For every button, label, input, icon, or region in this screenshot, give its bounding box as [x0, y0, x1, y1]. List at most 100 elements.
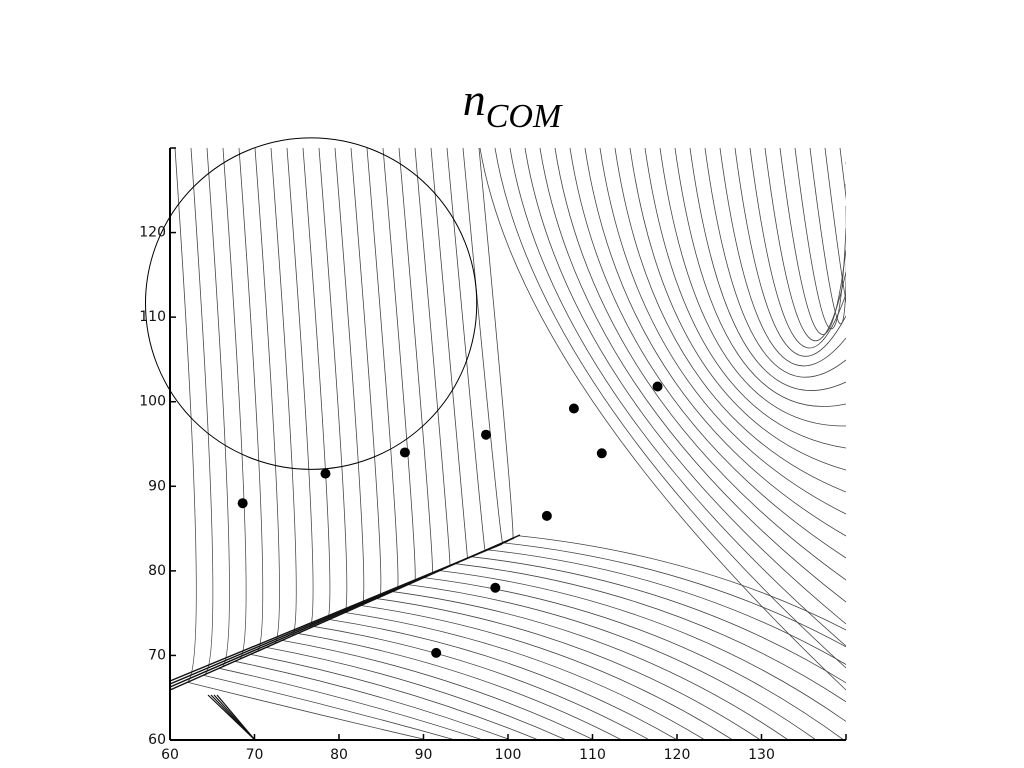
- data-point: [652, 381, 663, 392]
- flow-line: [423, 577, 844, 740]
- x-tick-label: 70: [246, 747, 264, 763]
- x-tick-label: 120: [664, 747, 691, 763]
- flow-line: [350, 148, 382, 598]
- flow-line: [614, 148, 846, 493]
- flow-line: [569, 148, 846, 559]
- flow-line: [446, 148, 486, 551]
- flow-line: [250, 653, 539, 740]
- flow-line: [554, 148, 846, 581]
- flow-line: [599, 148, 846, 515]
- data-point: [481, 429, 492, 440]
- flow-line: [430, 148, 468, 559]
- flow-line: [839, 148, 846, 201]
- flow-lines: [170, 140, 873, 740]
- flow-line: [366, 148, 399, 590]
- flow-line: [254, 148, 280, 644]
- flow-line: [398, 148, 433, 574]
- flow-line: [297, 633, 622, 740]
- flow-line: [846, 140, 873, 312]
- y-tick-label: 110: [139, 309, 166, 325]
- flow-line: [462, 148, 503, 543]
- flow-line: [344, 612, 706, 740]
- y-tick-label: 70: [148, 647, 166, 663]
- y-tick-label: 100: [139, 394, 166, 410]
- x-tick-label: 90: [415, 747, 433, 763]
- flow-line: [479, 148, 846, 691]
- y-tick-label: 90: [148, 478, 166, 494]
- title-subscript: COM: [486, 98, 563, 135]
- flow-line: [266, 646, 567, 740]
- data-point: [490, 582, 501, 593]
- flow-line: [286, 148, 314, 629]
- flow-line: [187, 681, 428, 740]
- y-tick-label: 120: [139, 225, 166, 241]
- y-tick-label: 60: [148, 732, 166, 748]
- flow-line: [234, 660, 511, 740]
- flow-line: [518, 535, 846, 631]
- flow-line: [704, 148, 846, 378]
- flow-line: [329, 619, 678, 740]
- flow-line: [392, 591, 789, 740]
- title-main: n: [463, 74, 486, 125]
- flow-line: [809, 148, 846, 325]
- flow-line: [659, 148, 846, 427]
- data-point: [431, 647, 442, 658]
- flow-line: [238, 148, 264, 652]
- x-tick-label: 60: [161, 747, 179, 763]
- flow-line: [509, 148, 846, 647]
- data-point: [399, 447, 410, 458]
- flow-line: [644, 148, 846, 449]
- flow-line: [689, 148, 846, 391]
- flow-line: [281, 640, 595, 740]
- circle-annotation: [144, 137, 478, 470]
- data-point: [237, 498, 248, 509]
- flow-line: [190, 148, 214, 675]
- flow-line: [629, 148, 846, 471]
- flow-line: [376, 598, 761, 740]
- flow-line: [524, 148, 846, 625]
- data-point: [596, 448, 607, 459]
- flow-line: [218, 667, 484, 740]
- flow-line: [216, 694, 256, 740]
- flow-line: [439, 570, 846, 722]
- flow-line: [360, 605, 733, 740]
- flow-line: [502, 542, 846, 648]
- flow-line: [779, 148, 846, 335]
- flow-line: [206, 148, 230, 668]
- flow-line: [494, 148, 846, 669]
- flow-line: [486, 549, 846, 665]
- flow-line: [313, 626, 650, 740]
- flow-line: [539, 148, 846, 603]
- flow-line: [414, 148, 451, 567]
- flow-line: [824, 148, 846, 304]
- flow-line: [719, 148, 846, 367]
- flow-line: [203, 674, 456, 740]
- x-tick-label: 100: [495, 747, 522, 763]
- flow-line: [749, 148, 846, 349]
- x-tick-label: 130: [748, 747, 775, 763]
- flow-line: [222, 148, 247, 660]
- flow-line: [407, 584, 817, 740]
- flow-line: [170, 543, 503, 682]
- data-point: [541, 510, 552, 521]
- data-point: [568, 403, 579, 414]
- chart-title: nCOM: [463, 74, 563, 135]
- flow-line: [455, 563, 846, 703]
- flow-line: [764, 148, 846, 341]
- flow-line: [174, 148, 197, 683]
- flow-line: [270, 148, 297, 636]
- data-point: [320, 468, 331, 479]
- flow-line: [302, 148, 331, 621]
- flow-line: [318, 148, 348, 613]
- flow-line: [334, 148, 365, 605]
- flow-line: [478, 148, 514, 539]
- x-tick-label: 80: [330, 747, 348, 763]
- flow-line: [584, 148, 846, 537]
- flow-line: [734, 148, 846, 357]
- flow-line: [470, 556, 846, 684]
- flow-line: [674, 148, 846, 407]
- x-tick-label: 110: [579, 747, 606, 763]
- y-tick-label: 80: [148, 563, 166, 579]
- flow-line: [382, 148, 416, 582]
